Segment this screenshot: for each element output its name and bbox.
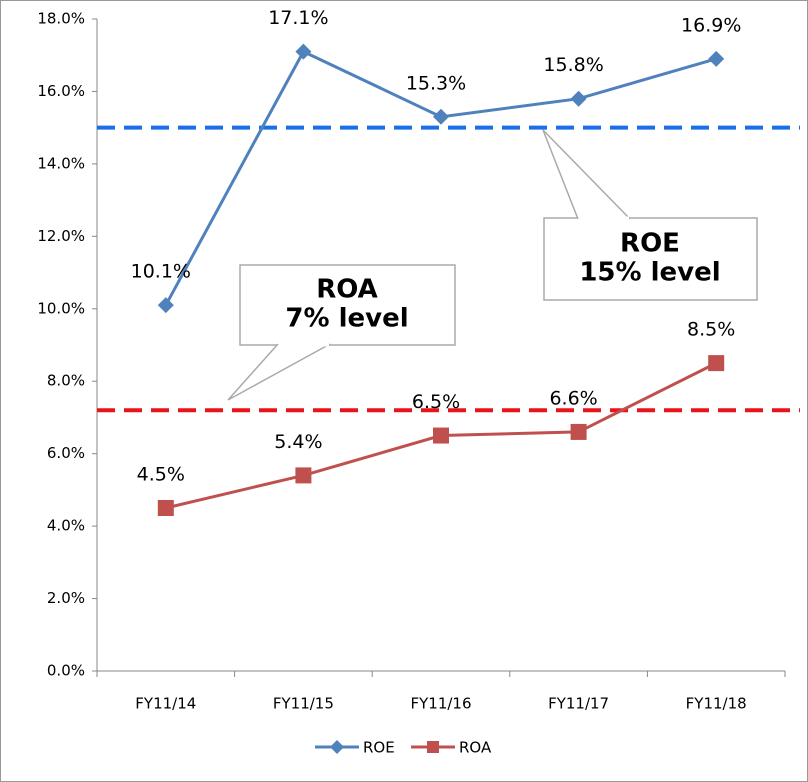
data-label: 6.6% xyxy=(549,387,597,409)
marker xyxy=(295,43,312,60)
marker xyxy=(570,90,587,107)
marker xyxy=(427,741,439,753)
roe-callout-box xyxy=(543,217,758,301)
data-label: 16.9% xyxy=(681,14,741,36)
data-label: 15.8% xyxy=(543,54,603,76)
marker xyxy=(433,427,449,444)
marker xyxy=(708,355,725,372)
data-label: 6.5% xyxy=(412,391,460,413)
annotation: 7% level xyxy=(285,304,408,334)
marker xyxy=(157,297,174,314)
y-tick-label: 6.0% xyxy=(47,444,85,462)
x-tick-label: FY11/15 xyxy=(273,695,334,713)
data-label: 17.1% xyxy=(268,7,328,29)
y-tick-label: 4.0% xyxy=(47,517,85,535)
callouts xyxy=(227,129,758,401)
x-tick-label: FY11/14 xyxy=(135,695,196,713)
y-tick-label: 8.0% xyxy=(47,372,85,390)
y-tick-label: 14.0% xyxy=(37,154,85,172)
legend-label: ROA xyxy=(459,739,492,757)
y-tick-label: 12.0% xyxy=(37,227,85,245)
x-tick-label: FY11/17 xyxy=(548,695,609,713)
y-tick-label: 2.0% xyxy=(47,589,85,607)
marker xyxy=(295,467,312,484)
annotation: ROA xyxy=(316,275,378,305)
x-tick-label: FY11/16 xyxy=(410,695,471,713)
marker xyxy=(433,108,449,125)
y-tick-label: 0.0% xyxy=(47,662,85,680)
data-label: 10.1% xyxy=(131,261,191,283)
annotation: 15% level xyxy=(579,258,720,288)
roe-callout-pointer xyxy=(542,129,631,220)
marker xyxy=(330,740,344,754)
roa-callout-pointer xyxy=(227,343,331,401)
marker xyxy=(708,50,725,67)
data-label: 15.3% xyxy=(406,72,466,94)
data-label: 8.5% xyxy=(687,319,735,341)
x-tick-label: FY11/18 xyxy=(686,695,747,713)
data-label: 5.4% xyxy=(274,431,322,453)
y-tick-label: 10.0% xyxy=(37,299,85,317)
marker xyxy=(157,500,174,516)
marker xyxy=(570,423,587,440)
y-tick-label: 16.0% xyxy=(37,82,85,100)
roa-callout-box xyxy=(239,264,456,346)
data-label: 4.5% xyxy=(137,464,185,486)
legend-label: ROE xyxy=(363,739,395,757)
y-tick-label: 18.0% xyxy=(37,10,85,28)
annotation: ROE xyxy=(620,229,680,259)
